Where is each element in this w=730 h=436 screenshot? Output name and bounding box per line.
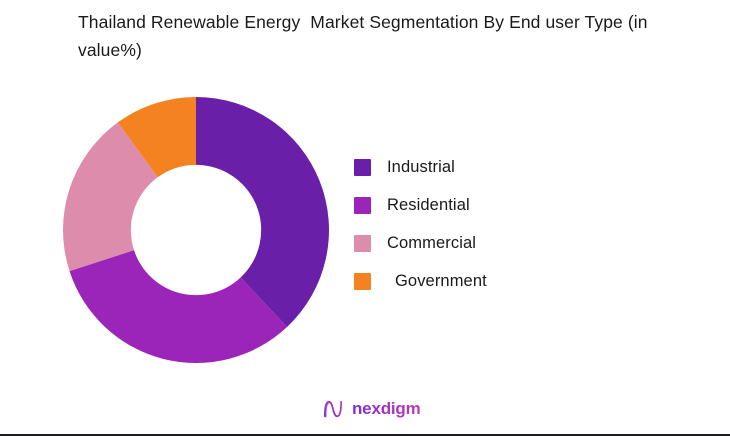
legend-swatch-residential: [354, 196, 371, 214]
page-title: Thailand Renewable Energy Market Segment…: [78, 12, 653, 60]
legend-swatch-commercial: [354, 234, 371, 252]
legend-item-industrial[interactable]: Industrial: [354, 148, 604, 186]
nexdigm-mark-icon: [323, 400, 343, 418]
legend-label: Industrial: [387, 157, 455, 176]
legend-swatch-industrial: [354, 158, 371, 176]
brand-name: nexdigm: [352, 399, 421, 418]
legend-item-government[interactable]: Government: [354, 262, 604, 300]
donut-chart-svg: [63, 97, 329, 363]
legend-label: Residential: [387, 195, 470, 214]
legend-label: Government: [395, 271, 487, 290]
brand-logo: nexdigm: [322, 398, 421, 420]
legend-swatch-government: [354, 272, 371, 290]
donut-slice-industrial[interactable]: [196, 97, 329, 327]
chart-legend: Industrial Residential Commercial Governmen…: [354, 148, 604, 300]
legend-item-residential[interactable]: Residential: [354, 186, 604, 224]
legend-label: Commercial: [387, 233, 477, 252]
donut-slice-government[interactable]: [117, 97, 196, 178]
donut-slice-commercial[interactable]: [63, 122, 158, 272]
legend-item-commercial[interactable]: Commercial: [354, 224, 604, 262]
donut-slice-residential[interactable]: [69, 250, 288, 363]
donut-chart: [63, 97, 329, 363]
